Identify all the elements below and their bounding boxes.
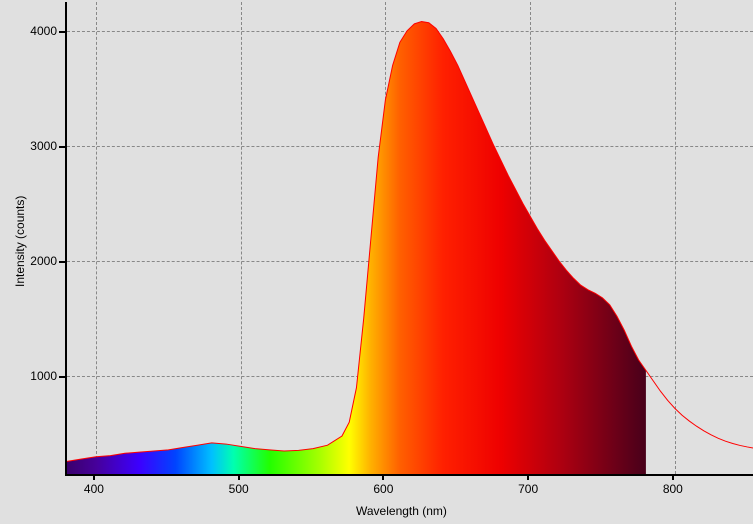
x-tick-label: 500 bbox=[219, 482, 259, 496]
x-axis-label: Wavelength (nm) bbox=[356, 504, 447, 518]
spectrum-chart: Intensity (counts) Wavelength (nm) 1000 2… bbox=[0, 0, 753, 524]
y-tick-mark bbox=[59, 146, 65, 148]
y-tick-label: 3000 bbox=[17, 139, 57, 153]
x-tick-mark bbox=[527, 474, 529, 480]
x-tick-label: 800 bbox=[653, 482, 693, 496]
y-tick-label: 1000 bbox=[17, 369, 57, 383]
x-tick-label: 400 bbox=[74, 482, 114, 496]
x-tick-mark bbox=[93, 474, 95, 480]
x-tick-label: 700 bbox=[508, 482, 548, 496]
x-tick-mark bbox=[672, 474, 674, 480]
x-tick-label: 600 bbox=[363, 482, 403, 496]
x-tick-mark bbox=[238, 474, 240, 480]
y-tick-mark bbox=[59, 376, 65, 378]
y-tick-label: 2000 bbox=[17, 254, 57, 268]
y-tick-mark bbox=[59, 31, 65, 33]
spectrum-fill bbox=[67, 22, 646, 474]
spectrum-svg bbox=[67, 2, 753, 474]
plot-area bbox=[65, 2, 753, 476]
x-tick-mark bbox=[382, 474, 384, 480]
y-axis-label: Intensity (counts) bbox=[13, 187, 27, 287]
y-tick-label: 4000 bbox=[17, 24, 57, 38]
y-tick-mark bbox=[59, 261, 65, 263]
